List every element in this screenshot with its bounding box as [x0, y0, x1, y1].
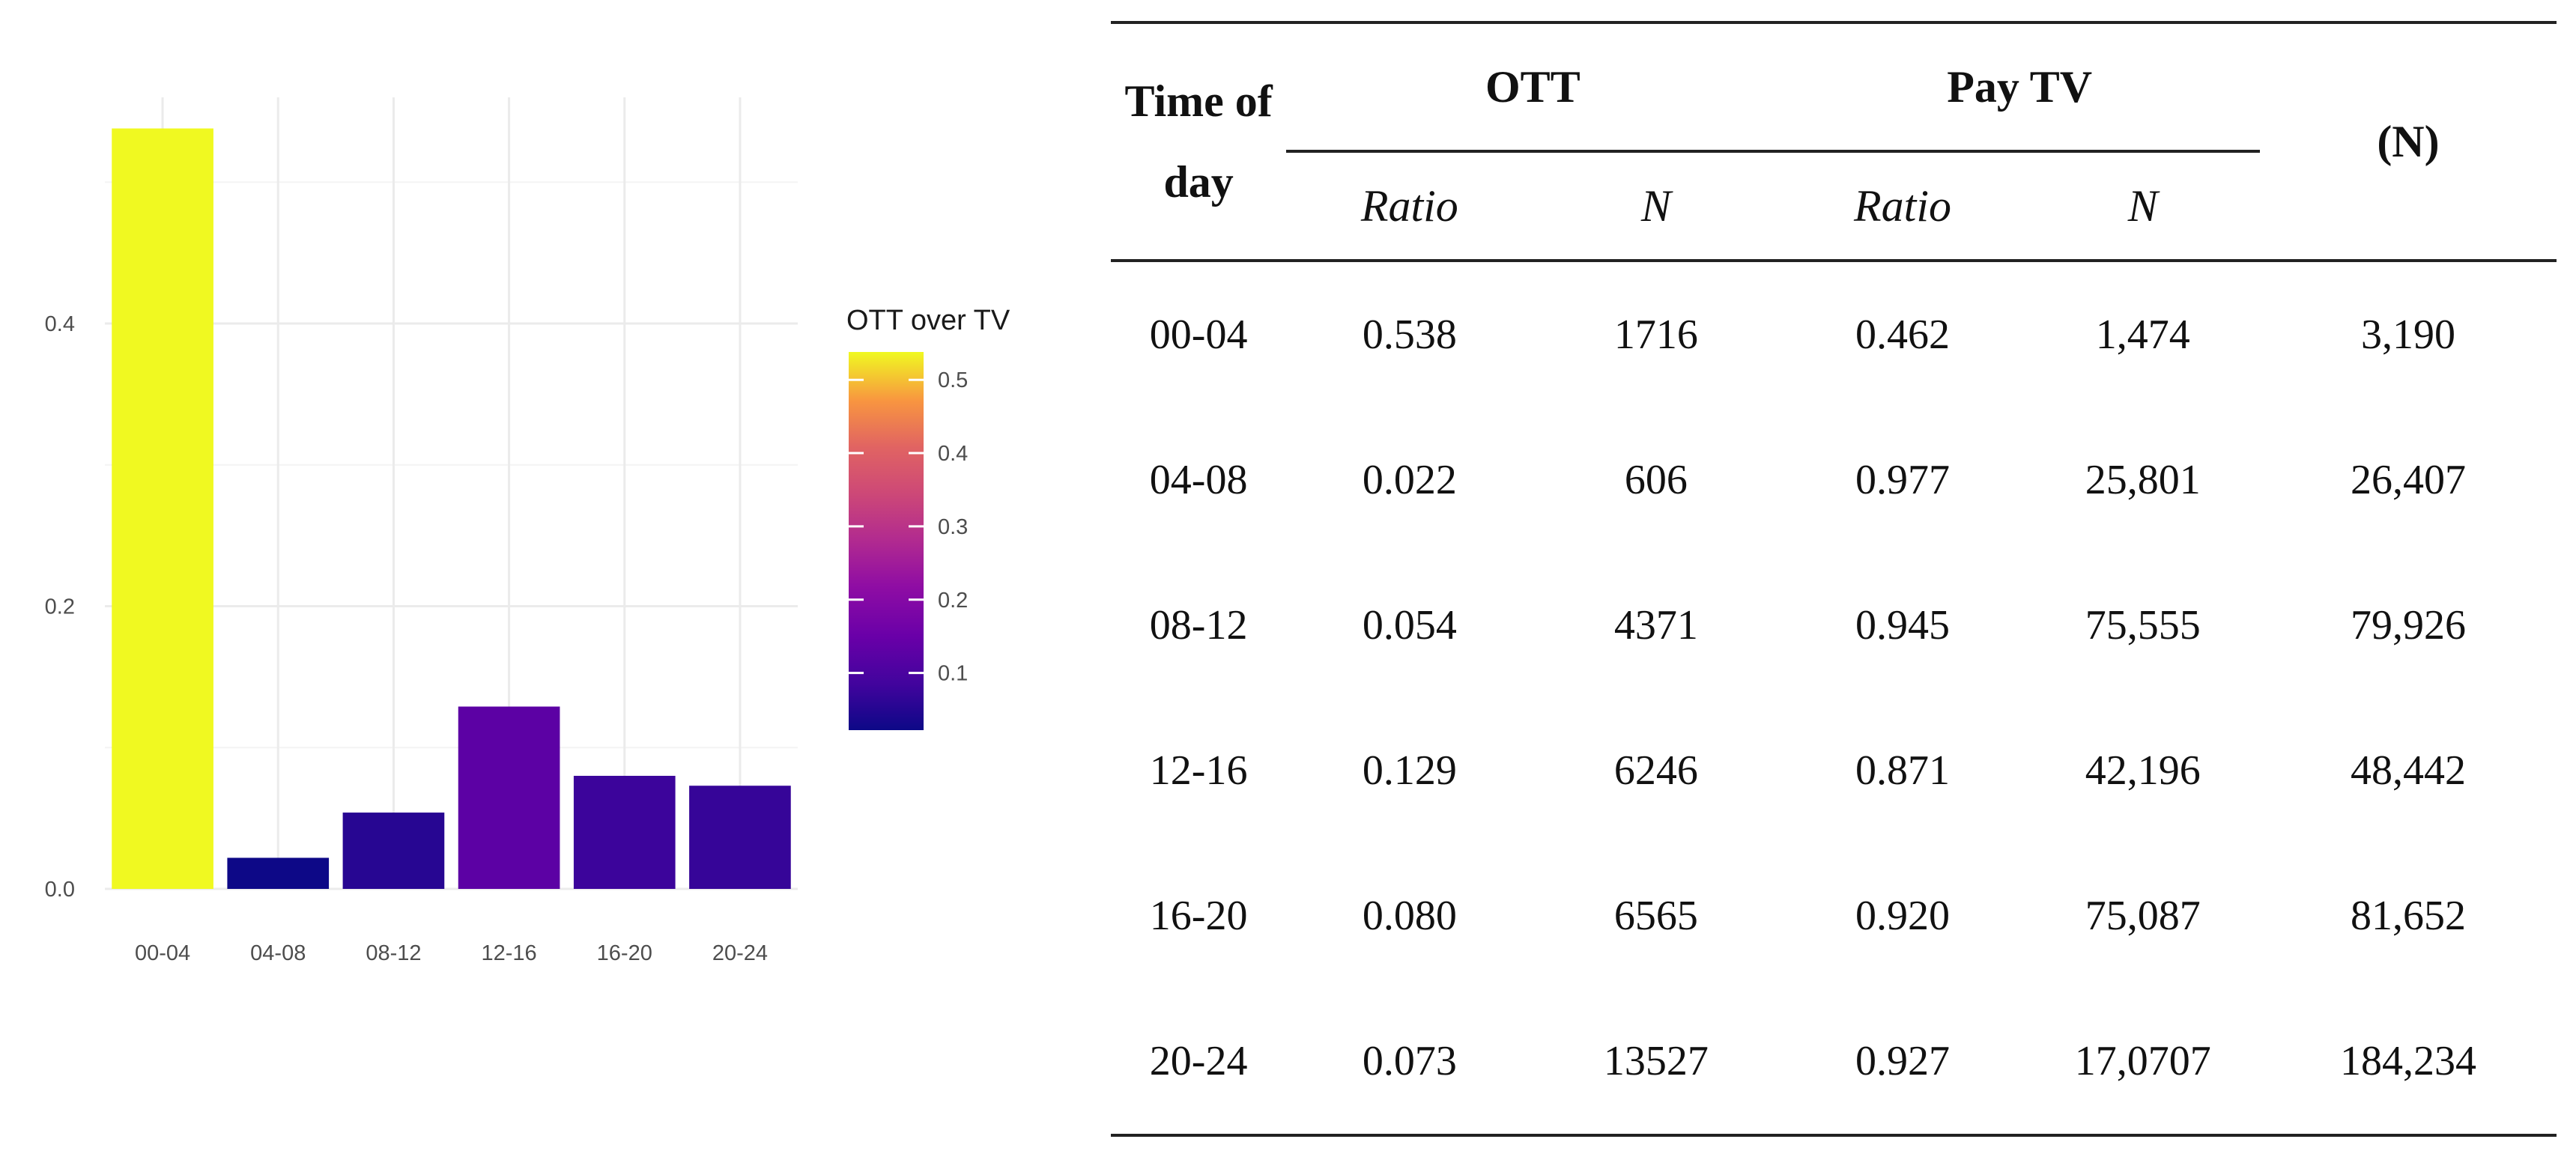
header-ott-n: N	[1533, 151, 1780, 262]
table-row: 16-20 0.080 6565 0.920 75,087 81,652	[1111, 843, 2557, 989]
cell-time: 20-24	[1111, 989, 1287, 1137]
cell-time: 00-04	[1149, 312, 1248, 358]
bar-16-20	[573, 776, 676, 889]
x-tick-label: 04-08	[250, 941, 306, 965]
data-table: Time of day OTT Pay TV (N) Ratio N Ratio…	[1111, 21, 2557, 1137]
header-tv-n: N	[2025, 151, 2260, 262]
table-row: 08-12 0.054 4371 0.945 75,555 79,926	[1111, 553, 2557, 698]
legend-title: OTT over TV	[846, 305, 1010, 336]
x-tick-label: 08-12	[366, 941, 421, 965]
x-tick-label: 16-20	[597, 941, 652, 965]
header-tv-ratio: Ratio	[1779, 151, 2026, 262]
cell-time: 12-16	[1149, 747, 1248, 794]
cell-tv-ratio: 0.945	[1855, 602, 1950, 649]
cell-tv-ratio: 0.462	[1855, 312, 1950, 358]
header-time-of-day: Time of day	[1111, 21, 1287, 262]
cell-tv-n: 42,196	[2085, 747, 2201, 794]
header-ott-ratio: Ratio	[1286, 151, 1533, 262]
cell-ott-n: 4371	[1613, 602, 1698, 649]
cell-ott-ratio: 0.073	[1286, 989, 1533, 1137]
x-tick-label: 20-24	[712, 941, 768, 965]
bars	[112, 128, 791, 889]
cell-ott-n: 6565	[1613, 893, 1698, 939]
header-pay-tv: Pay TV	[1779, 21, 2260, 153]
header-total-n: (N)	[2259, 21, 2557, 262]
header-ott: OTT	[1286, 21, 1780, 153]
cell-tv-ratio: 0.920	[1855, 893, 1950, 939]
bar-00-04	[112, 128, 213, 889]
table-row: 00-04 0.538 1716 0.462 1,474 3,190	[1111, 261, 2557, 407]
bar-04-08	[227, 857, 330, 889]
cell-ott-ratio: 0.054	[1362, 602, 1457, 649]
legend-colorbar	[849, 352, 924, 730]
cell-total: 184,234	[2259, 989, 2557, 1137]
cell-ott-n: 1716	[1613, 312, 1698, 358]
cell-total: 81,652	[2350, 893, 2466, 939]
table-row: 04-08 0.022 606 0.977 25,801 26,407	[1111, 407, 2557, 553]
axis-labels: 00-04 04-08 08-12 12-16 16-20 20-24 0.0 0.2 0.4	[45, 312, 768, 965]
cell-ott-n: 13527	[1533, 989, 1780, 1137]
cell-total: 79,926	[2350, 602, 2466, 649]
cell-tv-ratio: 0.977	[1855, 457, 1950, 503]
x-tick-label: 00-04	[135, 941, 190, 965]
table-header-row: Time of day OTT Pay TV (N)	[1111, 21, 2557, 262]
y-tick-label: 0.2	[45, 595, 75, 619]
legend-tick-label: 0.3	[938, 515, 968, 539]
cell-tv-n: 75,087	[2085, 893, 2201, 939]
cell-tv-n: 1,474	[2095, 312, 2190, 358]
cell-ott-n: 6246	[1613, 747, 1698, 794]
cell-ott-ratio: 0.538	[1362, 312, 1457, 358]
cell-total: 3,190	[2360, 312, 2455, 358]
legend-tick-label: 0.1	[938, 662, 968, 686]
color-legend: OTT over TV 0.5 0.4 0.3 0.2 0.1	[846, 305, 1010, 730]
cell-total: 48,442	[2350, 747, 2466, 794]
cell-ott-ratio: 0.080	[1362, 893, 1457, 939]
cell-time: 08-12	[1149, 602, 1248, 649]
cell-time: 04-08	[1149, 457, 1248, 503]
legend-tick-label: 0.5	[938, 368, 968, 392]
table-row: 20-24 0.073 13527 0.927 17,0707 184,234	[1111, 989, 2557, 1137]
y-tick-label: 0.4	[45, 312, 75, 336]
cell-ott-ratio: 0.129	[1362, 747, 1457, 794]
table-row: 12-16 0.129 6246 0.871 42,196 48,442	[1111, 698, 2557, 843]
cell-tv-n: 25,801	[2085, 457, 2201, 503]
cell-ott-n: 606	[1624, 457, 1688, 503]
cell-tv-ratio: 0.871	[1855, 747, 1950, 794]
cell-total: 26,407	[2350, 457, 2466, 503]
bar-chart: 00-04 04-08 08-12 12-16 16-20 20-240.00.20.4 …	[45, 97, 1010, 965]
legend-tick-label: 0.2	[938, 589, 968, 613]
bar-08-12	[342, 813, 445, 889]
bar-20-24	[689, 786, 791, 889]
y-tick-label: 0.0	[45, 878, 75, 902]
cell-tv-ratio: 0.927	[1779, 989, 2026, 1137]
cell-ott-ratio: 0.022	[1362, 457, 1457, 503]
legend-tick-label: 0.4	[938, 442, 968, 466]
x-tick-label: 12-16	[481, 941, 536, 965]
table-subheader-row: Ratio N Ratio N	[1111, 151, 2557, 262]
cell-time: 16-20	[1149, 893, 1248, 939]
cell-tv-n: 75,555	[2085, 602, 2201, 649]
bar-12-16	[458, 706, 560, 889]
cell-tv-n: 17,0707	[2025, 989, 2260, 1137]
